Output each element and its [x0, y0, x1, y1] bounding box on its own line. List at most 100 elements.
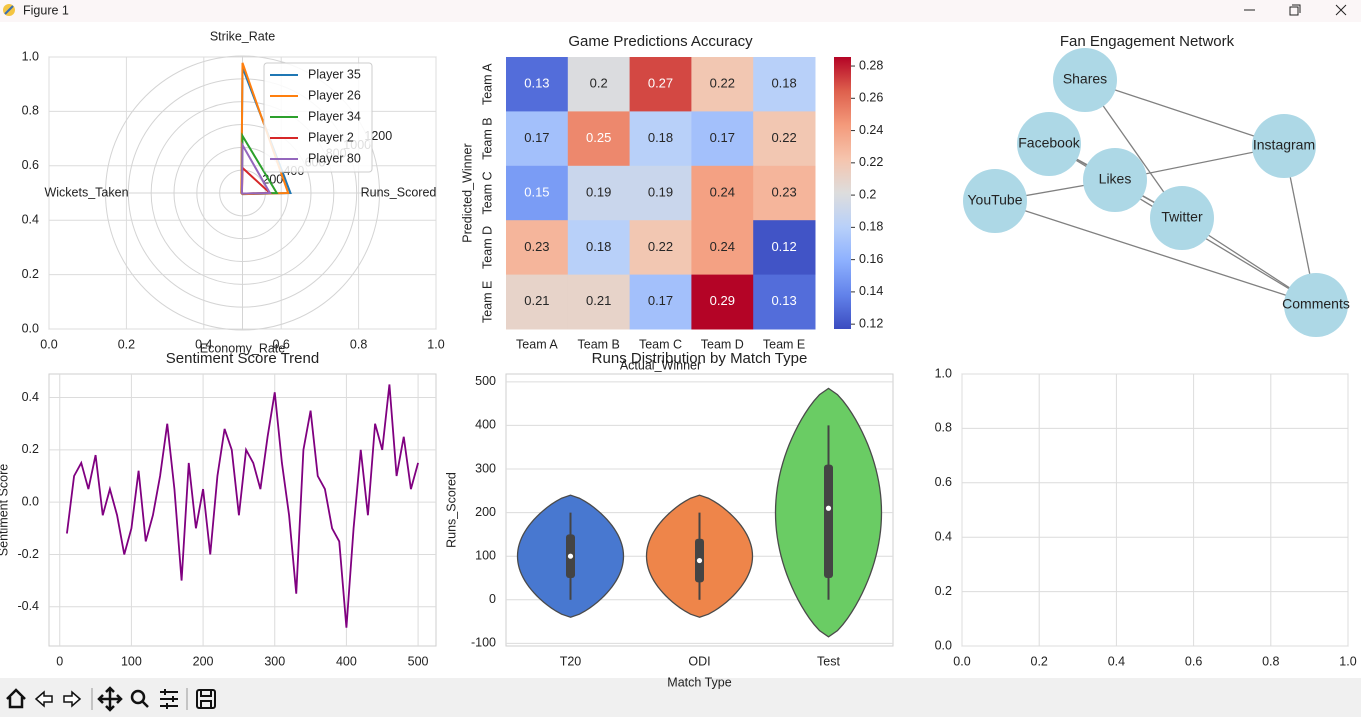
cell-label: 0.12	[771, 239, 796, 254]
close-button[interactable]	[1335, 4, 1347, 16]
network-node	[1017, 112, 1081, 176]
legend-label: Player 2	[308, 130, 354, 144]
y-tick-label: 100	[475, 549, 496, 563]
heatmap-cell	[691, 274, 754, 330]
cell-label: 0.23	[524, 239, 549, 254]
x-tick-label: 300	[264, 654, 285, 668]
cell-label: 0.21	[586, 293, 611, 308]
heatmap-cell	[629, 220, 692, 276]
y-tick-label: -0.4	[17, 599, 39, 613]
y-tick-label: 500	[475, 374, 496, 388]
heatmap-cell	[567, 57, 631, 112]
colorbar-tick-label: 0.2	[859, 187, 876, 201]
pan-button[interactable]	[97, 686, 123, 712]
y-axis-label: Predicted_Winner	[460, 143, 474, 242]
cell-label: 0.13	[524, 76, 549, 91]
y-tick-label: 0.0	[935, 638, 952, 652]
heatmap-cell	[506, 274, 569, 330]
cell-label: 0.24	[710, 184, 735, 199]
heatmap-cell	[753, 274, 816, 330]
y-axis-label: Runs_Scored	[444, 472, 458, 548]
chart-title: Runs Distribution by Match Type	[592, 350, 808, 367]
x-tick-label: Team B	[578, 337, 620, 351]
title-bar	[0, 0, 1361, 22]
back-button[interactable]	[34, 690, 53, 708]
cell-label: 0.18	[771, 76, 796, 91]
radar-line	[240, 141, 272, 195]
y-tick-label: 0.6	[935, 475, 952, 489]
polar-axis-label: Runs_Scored	[361, 185, 437, 199]
x-tick-label: 0	[56, 654, 63, 668]
cell-label: 0.23	[771, 184, 796, 199]
x-tick-label: 500	[408, 654, 429, 668]
y-tick-label: 0	[489, 592, 496, 606]
y-tick-label: Team B	[480, 117, 494, 159]
y-tick-label: 0.2	[22, 442, 39, 456]
configure-button[interactable]	[160, 689, 178, 709]
cell-label: 0.15	[524, 184, 549, 199]
legend-box	[263, 62, 373, 173]
y-tick-label: 0.6	[22, 158, 39, 172]
node-label: YouTube	[967, 192, 1022, 208]
x-tick-label: Team E	[763, 337, 805, 351]
node-label: Comments	[1282, 296, 1350, 312]
legend-label: Player 35	[308, 67, 361, 81]
x-tick-label: Test	[817, 654, 840, 668]
network-node	[963, 169, 1027, 233]
node-label: Twitter	[1161, 209, 1203, 225]
network-edge	[1084, 79, 1285, 147]
y-tick-label: 400	[475, 418, 496, 432]
violin-median	[567, 553, 574, 559]
y-tick-label: -100	[471, 636, 496, 650]
colorbar	[834, 57, 851, 329]
colorbar-tick-label: 0.26	[859, 91, 883, 105]
colorbar-tick-label: 0.14	[859, 284, 883, 298]
y-tick-label: 1.0	[935, 366, 952, 380]
node-label: Facebook	[1018, 135, 1080, 151]
x-tick-label: 0.4	[195, 337, 212, 351]
x-tick-label: 0.0	[40, 337, 57, 351]
x-tick-label: 0.4	[1108, 654, 1125, 668]
data-line	[66, 384, 419, 628]
zoom-button[interactable]	[130, 689, 149, 708]
heatmap-cell	[629, 57, 692, 112]
heatmap-cell	[691, 57, 754, 112]
y-tick-label: 0.0	[22, 494, 39, 508]
maximize-button[interactable]	[1289, 4, 1301, 16]
polar-axis-label: Economy_Rate	[200, 341, 286, 355]
x-tick-label: Team C	[639, 337, 682, 351]
heatmap-cell	[629, 111, 692, 167]
y-tick-label: Team E	[480, 281, 494, 323]
x-tick-label: 1.0	[1339, 654, 1356, 668]
heatmap-cell	[629, 274, 692, 330]
cell-label: 0.22	[710, 76, 735, 91]
colorbar-tick-label: 0.28	[859, 58, 883, 72]
heatmap-cell	[567, 274, 631, 330]
x-tick-label: 1.0	[427, 337, 444, 351]
polar-axis-label: Wickets_Taken	[44, 185, 128, 199]
x-tick-label: 0.0	[953, 654, 970, 668]
heatmap-cell	[567, 111, 631, 167]
x-tick-label: 400	[336, 654, 357, 668]
colorbar-tick-label: 0.18	[859, 220, 883, 234]
heatmap-cell	[567, 220, 631, 276]
heatmap-cell	[691, 220, 754, 276]
forward-button[interactable]	[63, 690, 82, 708]
node-label: Instagram	[1253, 137, 1315, 153]
violin-median	[696, 557, 703, 564]
y-tick-label: -0.2	[17, 547, 39, 561]
y-tick-label: 1.0	[22, 49, 39, 63]
cell-label: 0.21	[524, 293, 549, 308]
polar-axis-label: Strike_Rate	[210, 29, 275, 43]
cell-label: 0.18	[648, 130, 673, 145]
colorbar-tick-label: 0.12	[859, 316, 883, 330]
x-tick-label: ODI	[688, 654, 710, 668]
network-node	[1053, 48, 1117, 112]
save-button[interactable]	[196, 689, 216, 709]
heatmap-cell	[691, 111, 754, 167]
chart-title: Game Predictions Accuracy	[568, 33, 753, 50]
home-button[interactable]	[6, 688, 26, 709]
x-tick-label: 200	[193, 654, 214, 668]
cell-label: 0.13	[771, 293, 796, 308]
y-tick-label: Team D	[480, 226, 494, 269]
